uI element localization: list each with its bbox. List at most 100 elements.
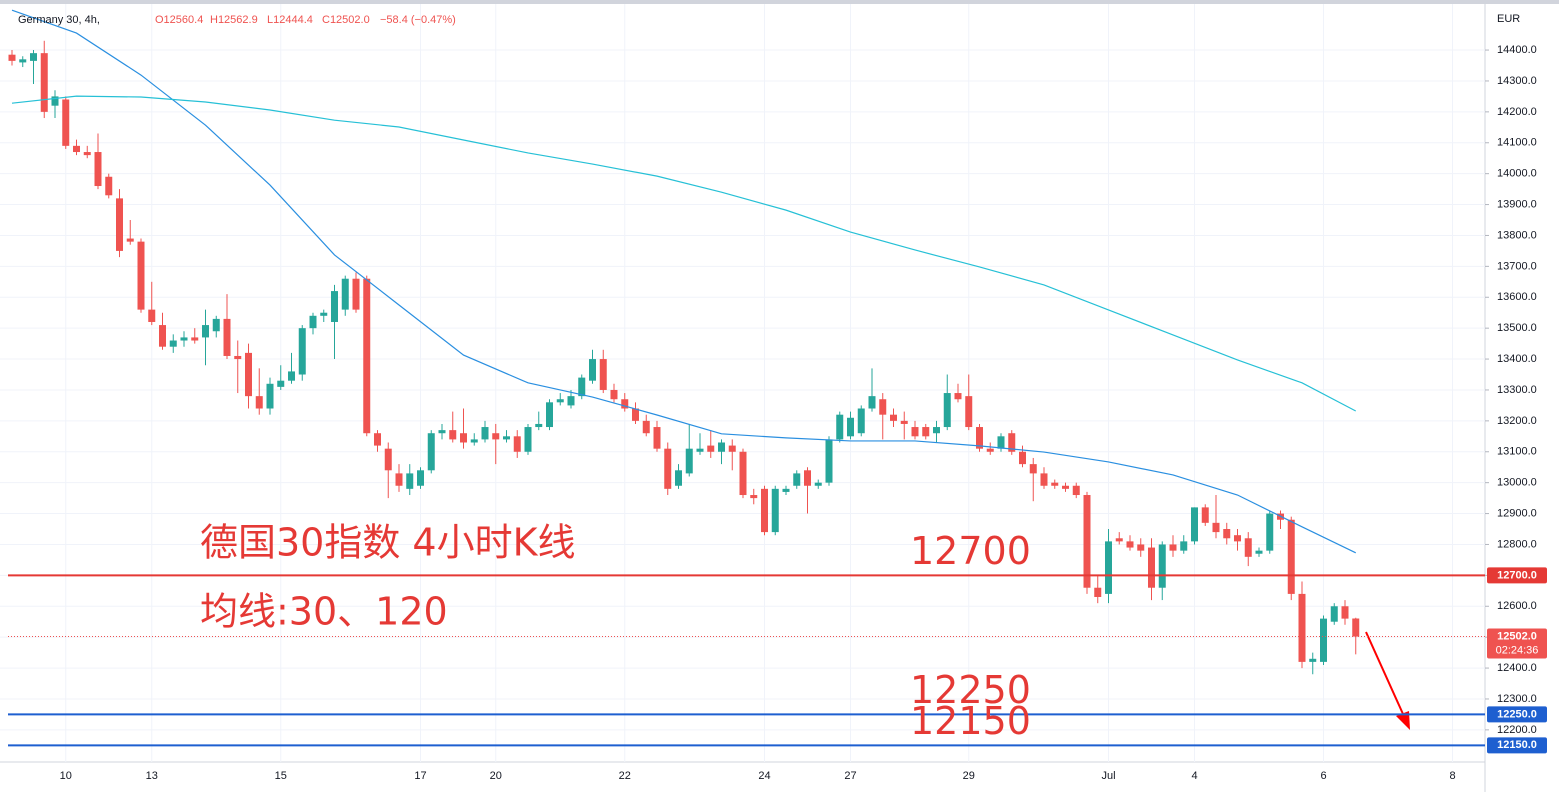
candle-body [535,423,543,428]
candle-body [309,315,317,329]
candle-body [62,99,70,146]
candle-body [965,396,973,428]
candle-body [438,430,446,434]
candle-body [266,383,274,409]
candle-body [1266,513,1274,551]
candle-body [954,393,962,400]
candle-body [1255,550,1263,554]
candle-body [1083,495,1091,588]
candle-body [793,473,801,486]
candle-body [180,337,188,341]
x-tick-label: 15 [275,770,287,782]
x-tick-label: 20 [490,770,502,782]
y-tick-label: 12400.0 [1497,662,1537,674]
candle-body [288,371,295,381]
moving-average [11,9,1357,554]
candle-body [449,430,457,440]
candle-body [1115,538,1123,542]
candle-body [804,470,811,486]
annotation: 德国30指数 4小时K线 [200,521,576,565]
candle-body [868,396,876,409]
candle-body [997,436,1005,449]
y-tick-label: 13500.0 [1497,322,1537,334]
candle-body [1244,538,1252,557]
x-tick-label: 24 [758,770,770,782]
x-tick-label: 10 [60,770,72,782]
x-tick-label: 13 [146,770,158,782]
candle-body [761,488,768,533]
ohlc-close: C12502.0 [322,14,370,26]
arrow-head [1396,711,1410,730]
symbol: Germany 30, 4h, [18,14,100,26]
candle-body [105,176,113,196]
y-tick-label: 12800.0 [1497,538,1537,550]
candle-body [696,448,704,452]
candle-body [19,59,27,63]
x-tick-label: 27 [844,770,856,782]
candle-body [169,340,177,347]
y-tick-label: 14300.0 [1497,75,1537,87]
candle-body [707,445,715,452]
grid [0,4,1485,762]
x-tick-label: 4 [1191,770,1197,782]
y-tick-label: 13800.0 [1497,229,1537,241]
candle-body [126,238,134,242]
candle-body [1019,451,1026,465]
candle-body [8,54,16,61]
candle-body [976,427,983,449]
y-tick-label: 14200.0 [1497,106,1537,118]
candle-body [1298,593,1306,662]
candle-body [1126,541,1134,548]
y-tick-label: 12900.0 [1497,507,1537,519]
candle-body [245,352,252,397]
candle-body [116,198,123,251]
ohlc-low: L12444.4 [267,14,313,26]
candle-body [503,436,510,440]
candle-body [943,393,951,428]
x-tick-label: Jul [1101,770,1115,782]
price-label: 12502.0 [1497,630,1537,642]
candle-body [1341,606,1349,619]
candle-body [1105,541,1112,594]
candle-body [460,433,467,443]
candle-body [847,417,854,437]
candle-body [234,355,242,360]
candle-body [331,291,338,322]
candle-body [406,473,414,489]
candle-body [524,427,532,452]
candle-body [1180,541,1188,551]
candle-body [212,318,220,332]
candle-body [1191,507,1198,542]
candle-body [1223,529,1231,539]
y-tick-label: 13700.0 [1497,260,1537,272]
candle-body [427,433,435,471]
y-tick-label: 13400.0 [1497,353,1537,365]
y-tick-label: 12300.0 [1497,693,1537,705]
candle-body [728,445,736,452]
candle-body [492,433,500,440]
candle-body [1330,606,1338,622]
candle-body [578,377,586,397]
candle-body [320,312,328,316]
candle-body [610,389,618,400]
candle-body [933,427,940,434]
candle-body [470,439,478,443]
arrow-shaft [1365,631,1404,715]
candle-body [922,427,930,437]
candle-body [374,433,381,446]
y-tick-label: 14100.0 [1497,137,1537,149]
y-tick-label: 12600.0 [1497,600,1537,612]
candle-body [1148,547,1155,588]
candle-body [94,152,102,187]
countdown: 02:24:36 [1496,644,1539,656]
candle-body [1212,522,1220,533]
candle-body [1287,519,1295,594]
candle-body [556,399,564,403]
candle-body [513,436,521,452]
candle-body [1062,485,1069,489]
x-tick-label: 6 [1320,770,1326,782]
candle-body [73,145,80,153]
candle-body [277,380,285,387]
candle-body [911,427,919,437]
